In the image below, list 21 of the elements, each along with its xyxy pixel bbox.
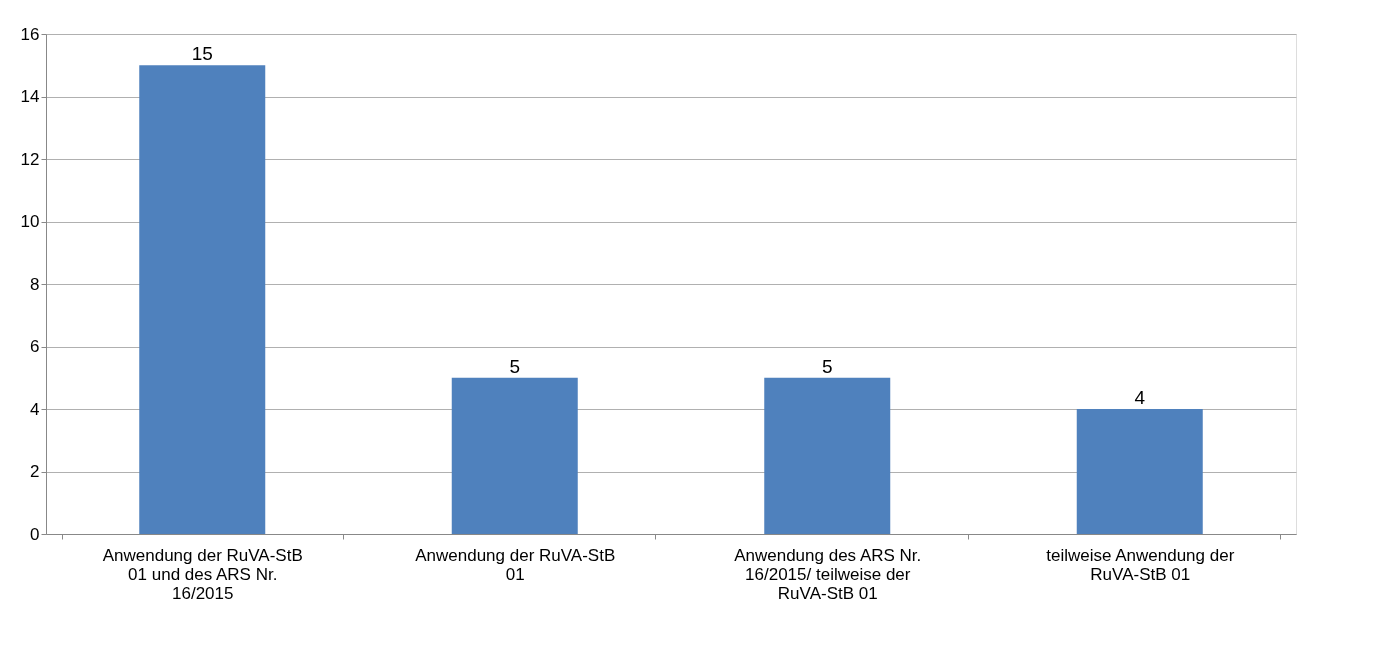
bar (139, 65, 266, 534)
y-tick-label: 12 (20, 149, 40, 169)
data-label: 4 (1134, 387, 1146, 408)
bar (764, 377, 891, 534)
x-tick-label: Anwendung der RuVA-StB 01 und des ARS Nr. 16/2015 (102, 545, 303, 603)
x-tick-label: teilweise Anwendung der RuVA-StB 01 (1046, 545, 1235, 584)
y-tick-label: 6 (30, 337, 40, 356)
data-label: 15 (191, 43, 213, 65)
y-tick-label: 2 (30, 462, 40, 481)
y-tick-label: 0 (30, 524, 40, 544)
data-label: 5 (509, 355, 521, 377)
data-label: 5 (821, 355, 833, 377)
y-tick-label: 8 (30, 274, 40, 294)
bar (451, 377, 578, 534)
y-tick-label: 10 (20, 212, 40, 231)
bar (1076, 409, 1203, 534)
x-tick-label: Anwendung des ARS Nr. 16/2015/ teilweise der RuVA-StB 01 (734, 545, 922, 603)
y-tick-label: 16 (20, 24, 40, 44)
y-tick-label: 14 (20, 87, 40, 106)
y-tick-label: 4 (30, 399, 40, 419)
x-tick-label: Anwendung der RuVA-StB 01 (415, 545, 616, 584)
